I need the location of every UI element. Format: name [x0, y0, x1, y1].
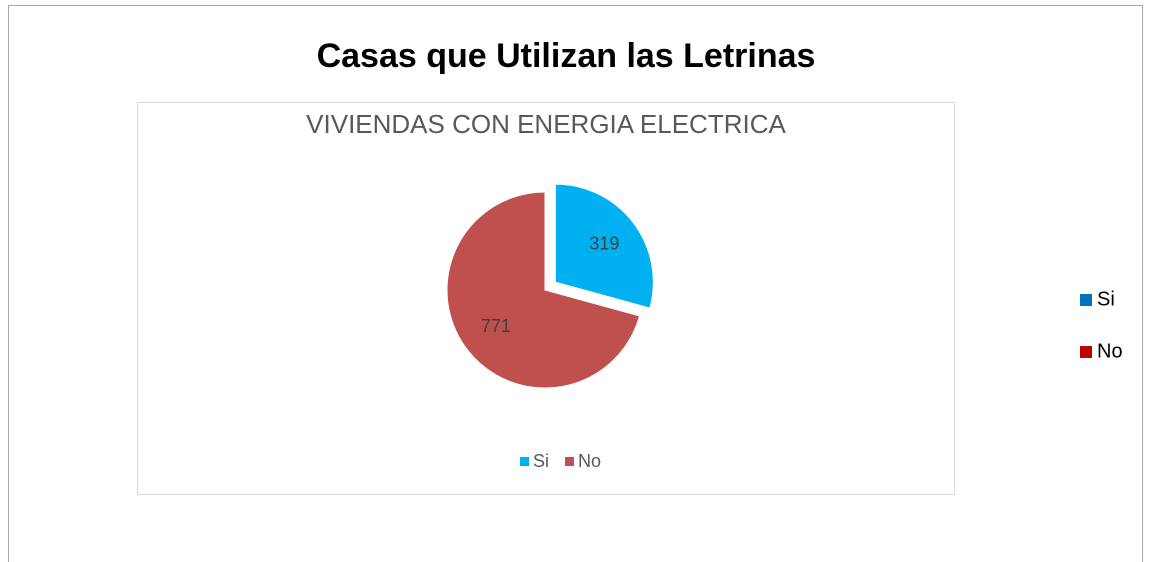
data-label: 771	[481, 316, 511, 336]
legend-swatch	[1080, 346, 1092, 358]
pie-slice	[446, 191, 641, 389]
legend-swatch	[565, 457, 575, 466]
inner-title: VIVIENDAS CON ENERGIA ELECTRICA	[306, 109, 786, 139]
pie-slice	[554, 183, 654, 309]
legend-swatch	[520, 457, 529, 466]
legend-label: No	[1097, 340, 1123, 362]
legend-swatch	[1080, 294, 1092, 306]
legend-label: Si	[533, 451, 549, 471]
legend-label: Si	[1097, 288, 1115, 310]
outer-title: Casas que Utilizan las Letrinas	[317, 37, 816, 75]
data-label: 319	[589, 233, 619, 253]
legend-label: No	[578, 451, 601, 471]
